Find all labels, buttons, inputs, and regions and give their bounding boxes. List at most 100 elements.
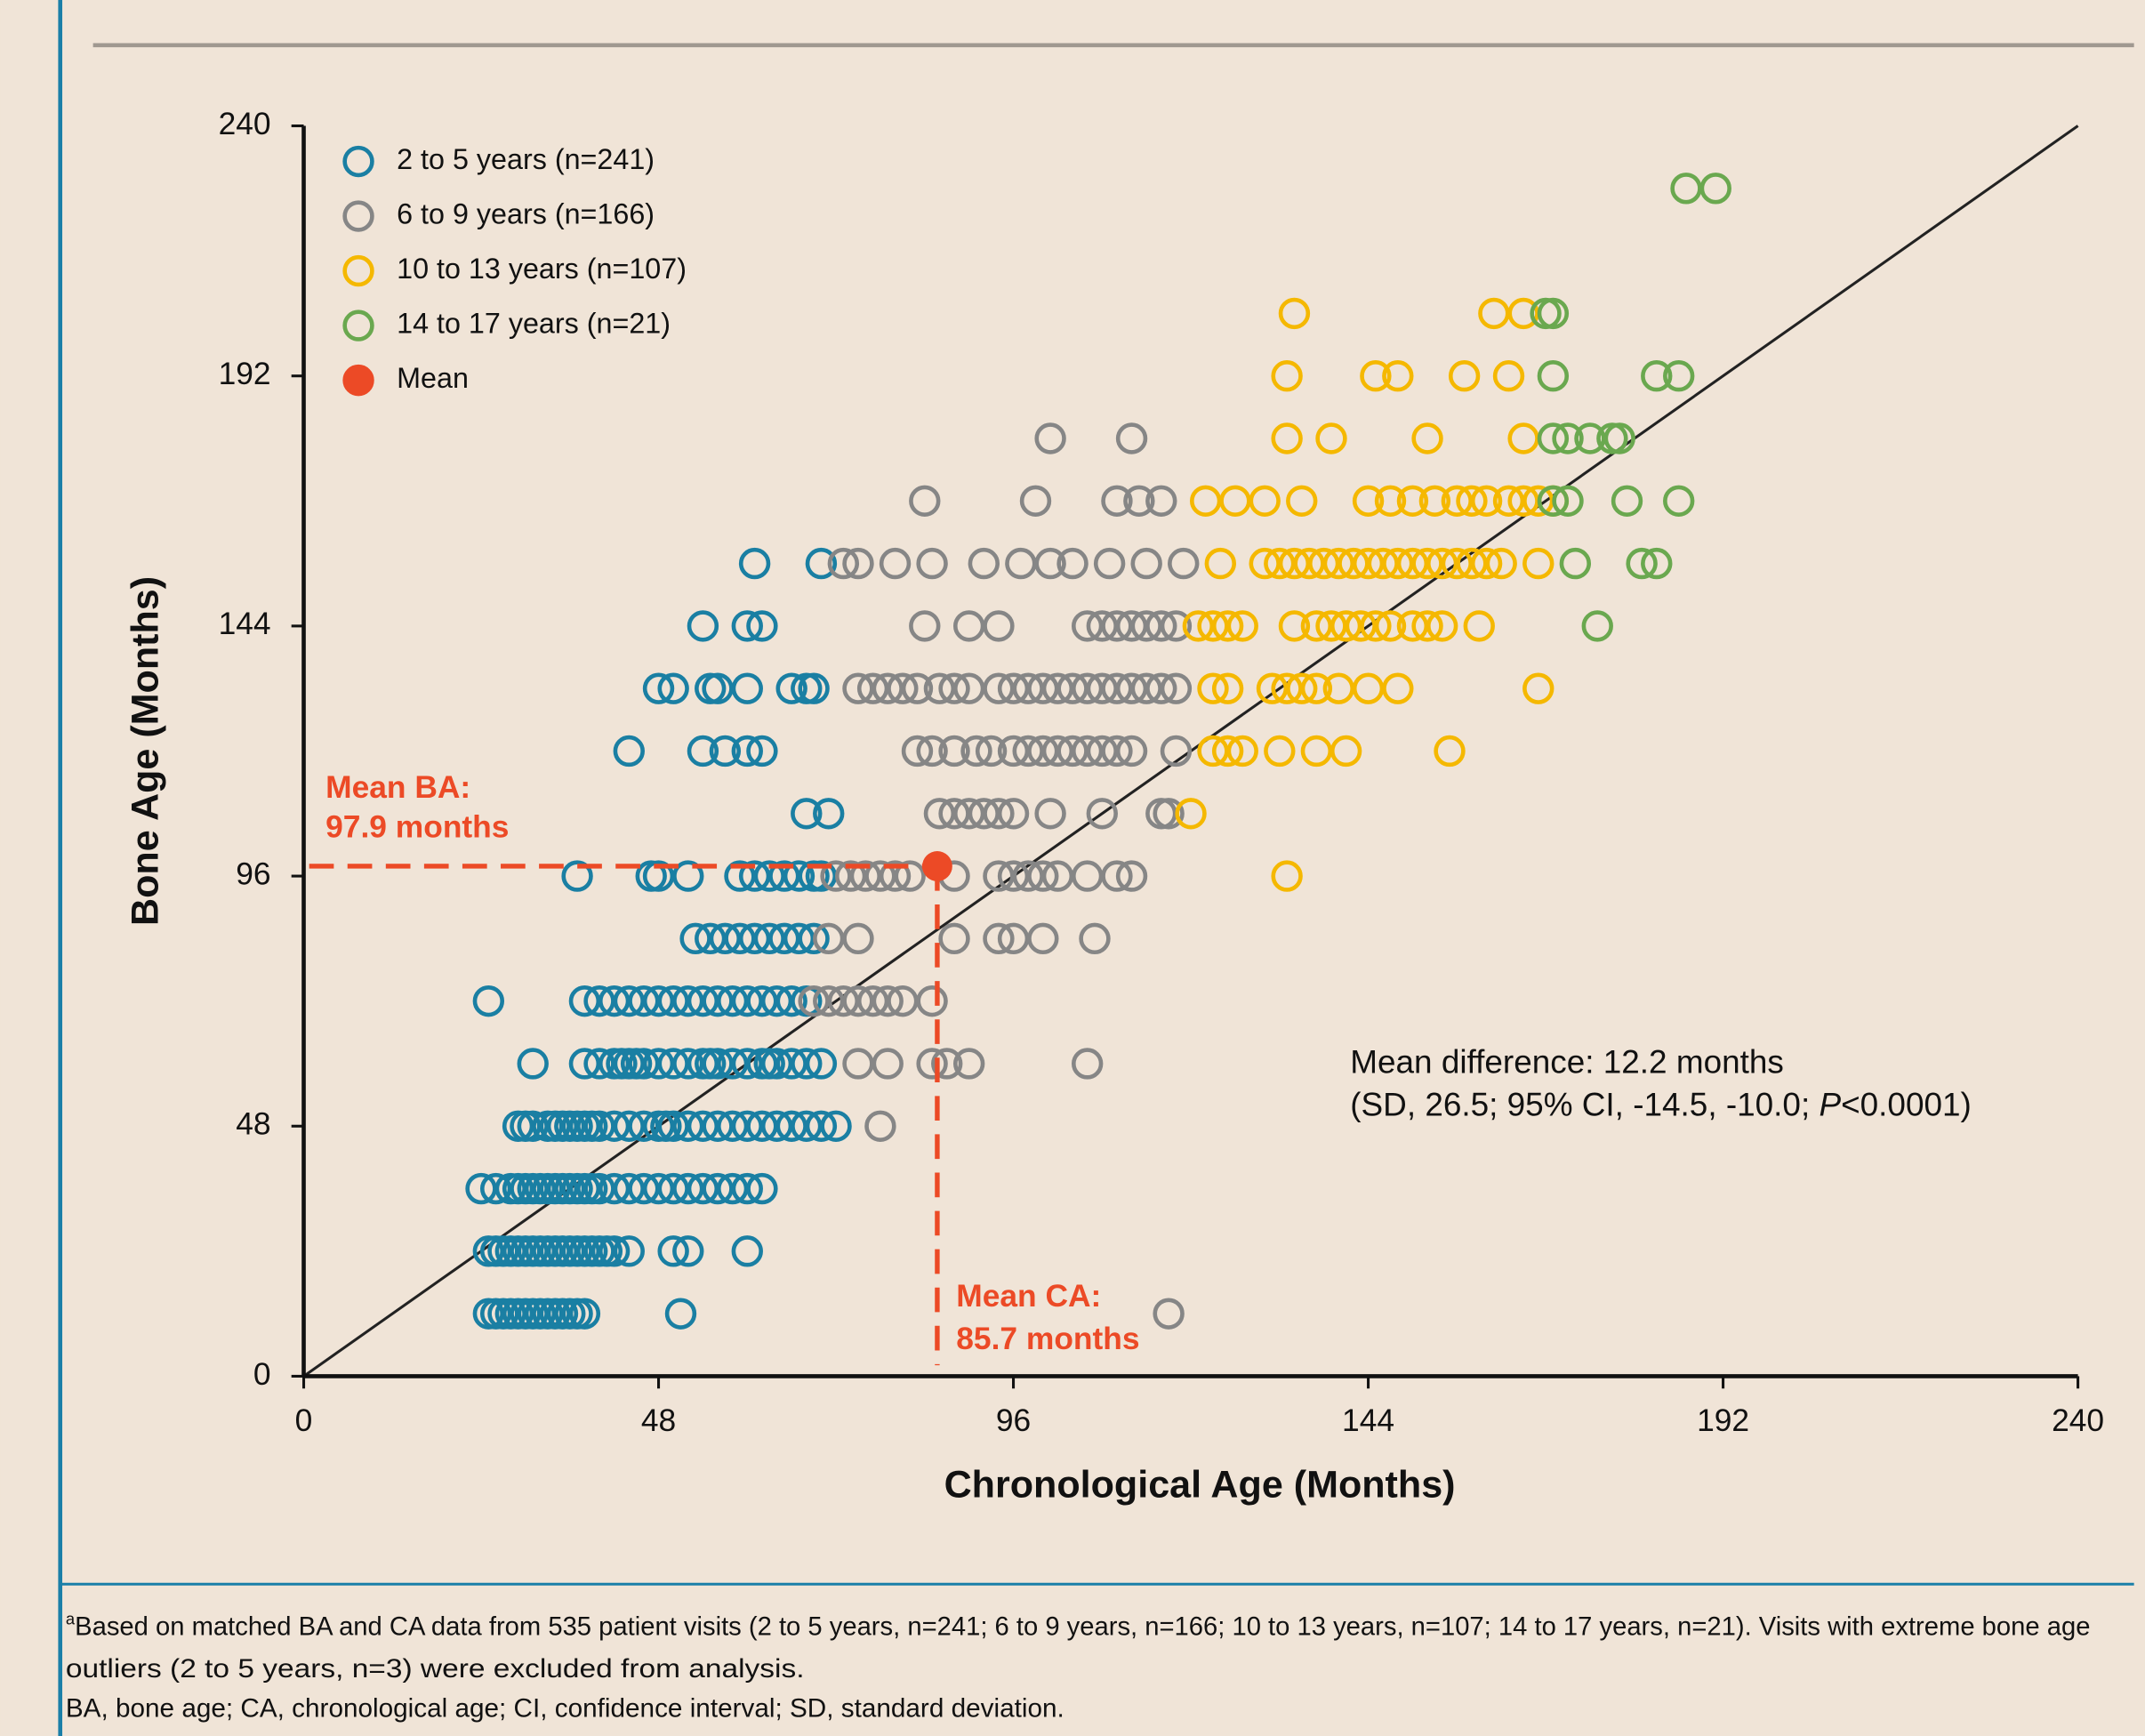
point bbox=[746, 1172, 778, 1205]
point bbox=[657, 672, 689, 704]
point bbox=[1537, 422, 1570, 454]
series bbox=[465, 547, 852, 1330]
point bbox=[805, 547, 838, 580]
legend-marker bbox=[342, 309, 374, 342]
point bbox=[1492, 360, 1525, 392]
point bbox=[1463, 610, 1495, 642]
point bbox=[997, 735, 1030, 768]
point bbox=[1507, 485, 1539, 517]
x-tick-label: 48 bbox=[641, 1403, 676, 1438]
x-tick-label: 0 bbox=[295, 1403, 313, 1438]
point bbox=[1396, 610, 1429, 642]
point bbox=[753, 922, 785, 955]
point bbox=[1352, 672, 1385, 704]
annotation-part: <0.0001) bbox=[1841, 1086, 1972, 1122]
point bbox=[1352, 485, 1385, 517]
point bbox=[1278, 547, 1311, 580]
point bbox=[1071, 860, 1104, 892]
point bbox=[613, 985, 645, 1017]
point bbox=[664, 1298, 697, 1330]
point bbox=[1197, 735, 1229, 768]
point bbox=[702, 1048, 734, 1080]
point bbox=[1293, 547, 1325, 580]
point bbox=[1041, 860, 1074, 892]
point bbox=[672, 1110, 704, 1142]
point bbox=[746, 735, 778, 768]
footnote: BA, bone age; CA, chronological age; CI,… bbox=[66, 1694, 1064, 1723]
point bbox=[1626, 547, 1658, 580]
footnote-mark: a bbox=[66, 1609, 76, 1628]
point bbox=[1041, 672, 1074, 704]
point bbox=[1115, 422, 1148, 454]
point bbox=[583, 1172, 615, 1205]
point bbox=[568, 1048, 601, 1080]
point bbox=[1581, 610, 1613, 642]
legend-label: 14 to 17 years (n=21) bbox=[397, 308, 671, 340]
point bbox=[1093, 547, 1126, 580]
point bbox=[1012, 672, 1044, 704]
point bbox=[1249, 547, 1281, 580]
point bbox=[775, 985, 807, 1017]
point bbox=[1115, 860, 1148, 892]
y-tick-label: 96 bbox=[236, 856, 270, 891]
point bbox=[916, 547, 948, 580]
point bbox=[1101, 735, 1133, 768]
point bbox=[1153, 798, 1185, 830]
point bbox=[1034, 422, 1066, 454]
point bbox=[879, 547, 912, 580]
point bbox=[983, 610, 1015, 642]
point bbox=[1470, 485, 1503, 517]
point bbox=[798, 922, 830, 955]
point bbox=[1145, 672, 1177, 704]
point bbox=[672, 1048, 704, 1080]
y-tick-label: 192 bbox=[219, 357, 271, 391]
point bbox=[1448, 360, 1481, 392]
point bbox=[1411, 547, 1443, 580]
point bbox=[1670, 173, 1702, 205]
point bbox=[1034, 547, 1066, 580]
point bbox=[1071, 735, 1104, 768]
point bbox=[702, 1172, 734, 1205]
point bbox=[894, 860, 926, 892]
point bbox=[1307, 547, 1340, 580]
point bbox=[709, 922, 742, 955]
point bbox=[702, 672, 734, 704]
point bbox=[1441, 485, 1474, 517]
mean-ca-annotation: Mean CA: 85.7 months bbox=[956, 1279, 1139, 1356]
point bbox=[1522, 672, 1555, 704]
point bbox=[1197, 672, 1229, 704]
point bbox=[783, 922, 815, 955]
point bbox=[731, 1172, 763, 1205]
point bbox=[775, 1048, 807, 1080]
point bbox=[1160, 610, 1193, 642]
point bbox=[1367, 547, 1399, 580]
point bbox=[1603, 422, 1635, 454]
point bbox=[864, 860, 896, 892]
point bbox=[628, 1110, 660, 1142]
point bbox=[1396, 547, 1429, 580]
point bbox=[561, 860, 593, 892]
point bbox=[613, 1235, 645, 1267]
point bbox=[1204, 547, 1236, 580]
point bbox=[768, 922, 800, 955]
point bbox=[827, 547, 860, 580]
point bbox=[1456, 547, 1488, 580]
point bbox=[583, 985, 615, 1017]
point bbox=[849, 860, 881, 892]
point bbox=[672, 985, 704, 1017]
point bbox=[872, 1048, 904, 1080]
point bbox=[820, 1110, 852, 1142]
point bbox=[983, 922, 1015, 955]
point bbox=[938, 672, 970, 704]
point bbox=[968, 798, 1000, 830]
point bbox=[1485, 547, 1517, 580]
point bbox=[1300, 735, 1333, 768]
point bbox=[856, 985, 889, 1017]
point bbox=[1411, 610, 1443, 642]
point bbox=[1322, 672, 1355, 704]
point bbox=[1086, 798, 1118, 830]
point bbox=[1145, 610, 1177, 642]
point bbox=[768, 860, 800, 892]
point bbox=[1352, 547, 1385, 580]
